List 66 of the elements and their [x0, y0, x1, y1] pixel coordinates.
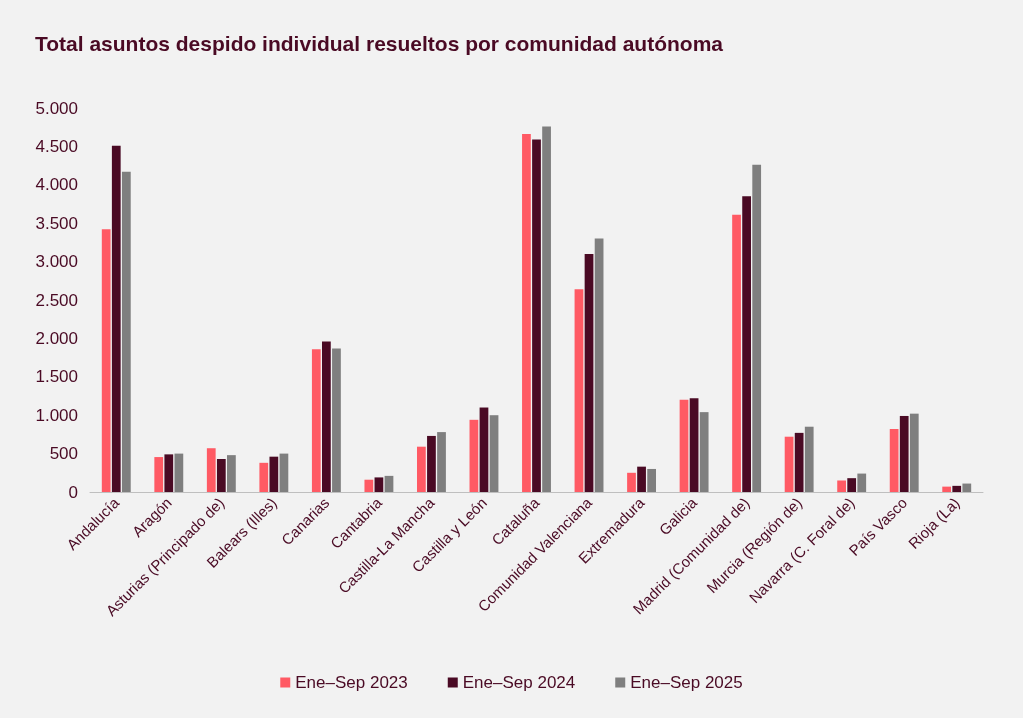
bar	[699, 412, 709, 492]
bar	[742, 196, 751, 492]
bar	[637, 466, 646, 492]
bar	[952, 485, 962, 492]
bar	[332, 348, 341, 492]
y-tick-label: 1.500	[35, 367, 78, 387]
bar	[427, 435, 436, 492]
y-tick-label: 3.000	[35, 252, 78, 272]
bar	[101, 229, 111, 492]
bar	[689, 398, 699, 492]
y-tick-label: 0	[68, 482, 78, 502]
bar	[269, 456, 279, 492]
y-tick-label: 500	[49, 444, 78, 464]
bar	[374, 477, 384, 492]
bar	[311, 349, 321, 492]
bar	[804, 426, 814, 492]
legend-label: Ene–Sep 2025	[630, 673, 743, 692]
bar	[322, 341, 331, 492]
chart-title: Total asuntos despido individual resueltos por comunidad autónoma	[35, 32, 724, 55]
bar	[154, 457, 164, 492]
bar	[522, 134, 531, 492]
y-tick-label: 3.500	[35, 213, 78, 233]
bar	[584, 253, 594, 492]
bar	[909, 413, 919, 492]
y-tick-label: 5.000	[35, 98, 78, 118]
bar	[594, 238, 604, 492]
bar	[942, 486, 952, 492]
bar	[847, 478, 857, 492]
bar	[732, 214, 741, 492]
bar	[679, 399, 689, 492]
bar	[479, 407, 489, 492]
bar	[417, 446, 426, 492]
bar	[752, 164, 762, 492]
bar	[647, 468, 656, 492]
bar	[469, 419, 479, 492]
y-tick-label: 2.000	[35, 328, 78, 348]
bar	[962, 483, 972, 492]
bar	[627, 472, 636, 492]
bar	[437, 432, 446, 492]
bar	[837, 480, 846, 492]
bar	[364, 479, 374, 492]
bar	[489, 415, 499, 492]
bar	[279, 453, 289, 492]
bar	[532, 139, 541, 492]
y-tick-label: 4.500	[35, 136, 78, 156]
bar	[216, 458, 226, 492]
bar	[889, 429, 899, 492]
legend-label: Ene–Sep 2023	[295, 673, 408, 692]
bar	[121, 171, 131, 492]
y-tick-label: 2.500	[35, 290, 78, 310]
bar	[259, 462, 269, 492]
bar	[794, 432, 804, 492]
y-tick-label: 1.000	[35, 405, 78, 425]
bar	[784, 436, 794, 492]
bar	[384, 475, 394, 492]
bar	[206, 448, 216, 492]
y-tick-label: 4.000	[35, 175, 78, 195]
bar	[164, 454, 174, 492]
bar	[111, 145, 121, 492]
bar	[857, 473, 867, 492]
bar	[227, 455, 236, 492]
bar	[542, 126, 551, 492]
bar	[574, 289, 584, 492]
legend-label: Ene–Sep 2024	[462, 673, 576, 692]
bar	[899, 415, 909, 492]
bar	[174, 453, 184, 492]
